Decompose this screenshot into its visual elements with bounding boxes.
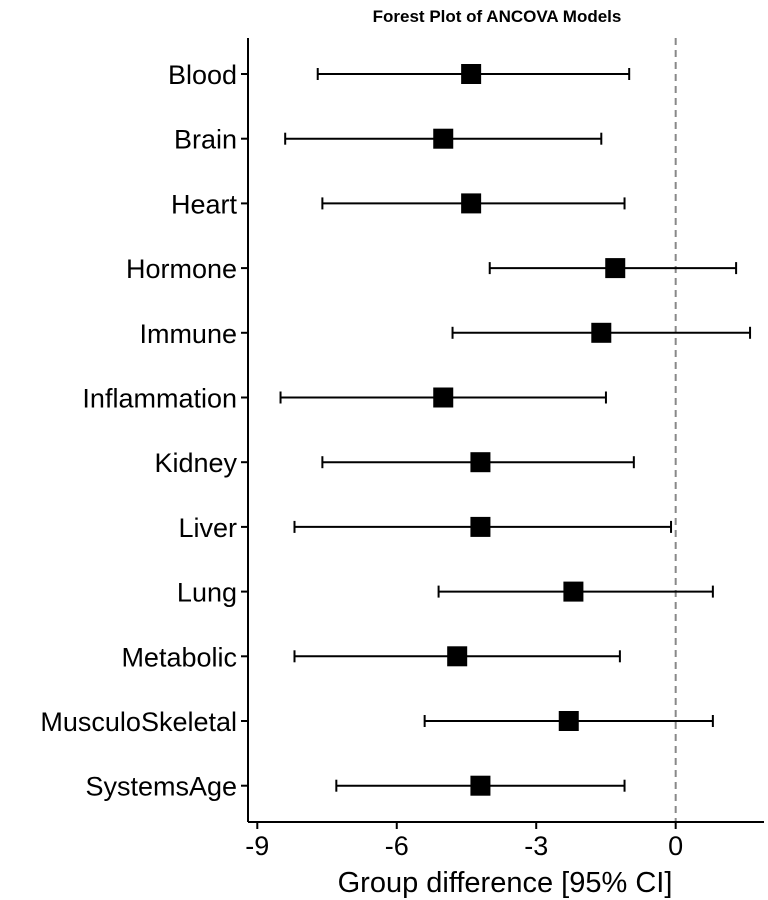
- y-tick-label-heart: Heart: [171, 189, 238, 219]
- estimate-marker-brain: [433, 128, 454, 149]
- estimate-marker-liver: [470, 516, 491, 537]
- y-tick-label-metabolic: Metabolic: [121, 642, 237, 672]
- estimate-marker-heart: [461, 193, 482, 214]
- x-tick-label: 0: [668, 831, 683, 861]
- y-tick-label-systemsage: SystemsAge: [85, 772, 237, 802]
- estimate-marker-systemsage: [470, 775, 491, 796]
- estimate-marker-inflammation: [433, 387, 454, 408]
- estimate-marker-lung: [563, 581, 584, 602]
- y-axis-labels: Blood Brain Heart Hormone Immune Inflammation…: [40, 60, 248, 802]
- estimate-marker-musculoskeletal: [558, 711, 579, 731]
- x-tick-label: -3: [524, 831, 548, 861]
- estimate-marker-metabolic: [447, 646, 468, 667]
- estimate-marker-blood: [461, 64, 482, 84]
- estimate-marker-immune: [591, 322, 612, 343]
- estimate-marker-hormone: [605, 258, 626, 279]
- chart-title: Forest Plot of ANCOVA Models: [373, 7, 622, 26]
- y-tick-label-liver: Liver: [178, 513, 237, 543]
- y-tick-label-lung: Lung: [177, 578, 237, 608]
- y-tick-label-musculoskeletal: MusculoSkeletal: [40, 707, 237, 737]
- estimate-marker-kidney: [470, 452, 491, 473]
- x-axis-ticks: -9 -6 -3 0: [245, 822, 683, 861]
- x-tick-label: -6: [385, 831, 409, 861]
- x-tick-label: -9: [245, 831, 269, 861]
- plot-area: [279, 38, 752, 822]
- x-axis-label: Group difference [95% CI]: [338, 867, 673, 899]
- y-tick-label-blood: Blood: [168, 60, 237, 90]
- y-tick-label-brain: Brain: [174, 125, 237, 155]
- y-tick-label-hormone: Hormone: [126, 254, 237, 284]
- y-tick-label-immune: Immune: [139, 319, 237, 349]
- y-tick-label-kidney: Kidney: [154, 448, 237, 478]
- y-tick-label-inflammation: Inflammation: [82, 384, 237, 414]
